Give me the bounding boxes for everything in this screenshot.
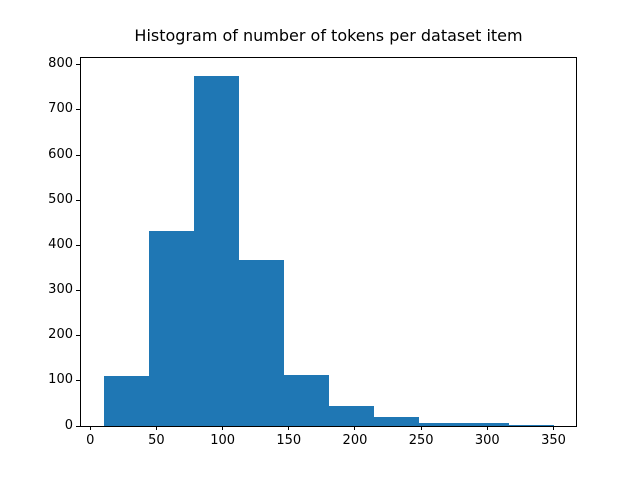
- histogram-bar: [508, 425, 554, 426]
- y-tick-mark: [76, 199, 80, 201]
- histogram-bar: [283, 374, 329, 426]
- x-tick-mark: [486, 426, 488, 430]
- y-tick-label: 200: [48, 327, 73, 343]
- histogram-bar: [238, 260, 284, 426]
- histogram-bar: [148, 230, 194, 426]
- x-tick-label: 350: [541, 433, 566, 448]
- y-tick-mark: [76, 425, 80, 427]
- y-tick-label: 800: [48, 56, 73, 72]
- y-tick-mark: [76, 64, 80, 66]
- y-tick-label: 500: [48, 191, 73, 207]
- y-tick-mark: [76, 335, 80, 337]
- y-tick-label: 300: [48, 282, 73, 298]
- histogram-bar: [463, 422, 509, 426]
- y-tick-label: 600: [48, 146, 73, 162]
- x-tick-mark: [222, 426, 224, 430]
- y-tick-mark: [76, 380, 80, 382]
- x-tick-mark: [354, 426, 356, 430]
- y-tick-mark: [76, 154, 80, 156]
- x-tick-label: 200: [342, 433, 368, 448]
- y-tick-mark: [76, 244, 80, 246]
- y-tick-label: 100: [48, 372, 73, 388]
- x-tick-mark: [420, 426, 422, 430]
- x-tick-mark: [89, 426, 91, 430]
- y-tick-label: 400: [48, 236, 73, 252]
- x-tick-label: 50: [148, 433, 165, 448]
- x-tick-label: 250: [408, 433, 434, 448]
- x-tick-label: 300: [474, 433, 500, 448]
- histogram-bar: [373, 416, 419, 426]
- histogram-bar: [193, 75, 239, 426]
- y-tick-label: 0: [64, 417, 73, 433]
- histogram-bar: [418, 422, 464, 426]
- x-tick-label: 0: [86, 433, 95, 448]
- y-tick-mark: [76, 290, 80, 292]
- x-tick-label: 100: [210, 433, 236, 448]
- x-tick-mark: [288, 426, 290, 430]
- x-tick-label: 150: [276, 433, 302, 448]
- y-tick-mark: [76, 109, 80, 111]
- histogram-bar: [328, 406, 374, 426]
- histogram-bar: [103, 376, 149, 426]
- plot-area: 0 50 100 150 200 250 300 350 0 100 200 300 400 500 600…: [48, 57, 577, 448]
- x-tick-mark: [155, 426, 157, 430]
- x-tick-mark: [553, 426, 554, 430]
- chart-title: Histogram of number of tokens per datase…: [134, 26, 523, 45]
- y-tick-label: 700: [48, 101, 73, 117]
